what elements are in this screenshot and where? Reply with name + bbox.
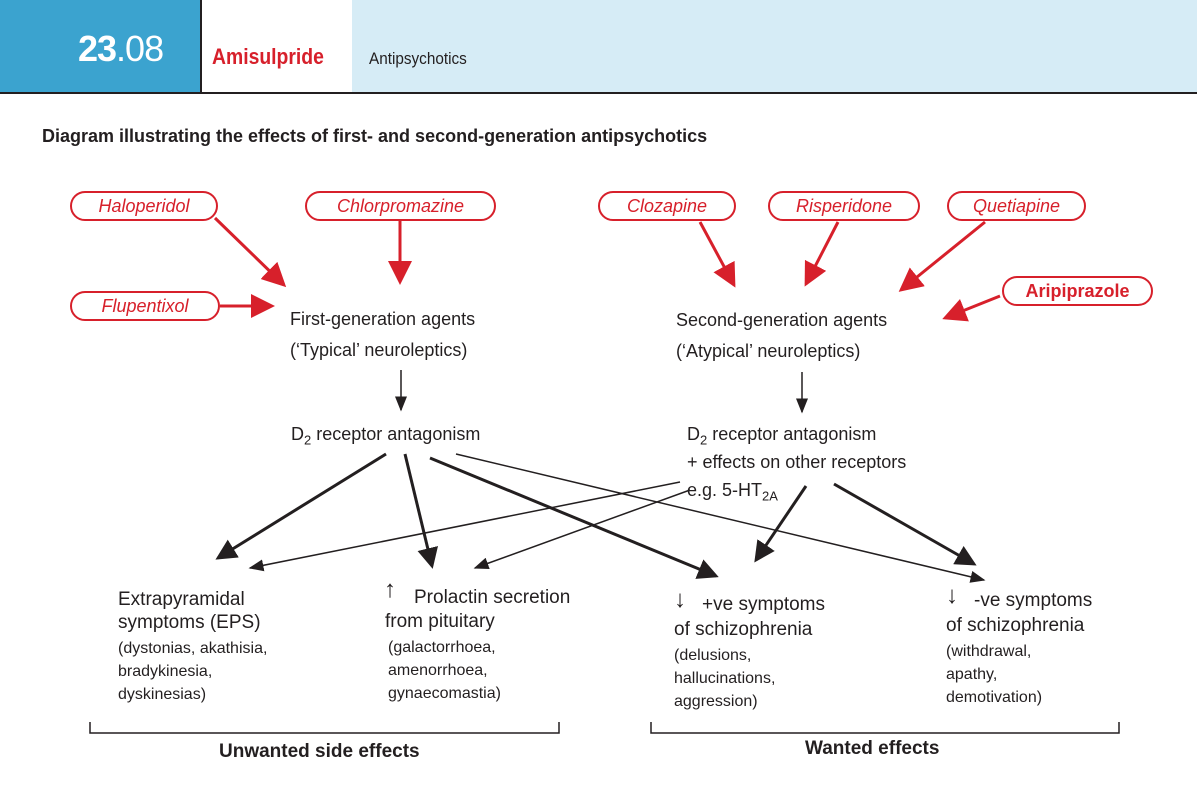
effect-eps-title: Extrapyramidal <box>118 589 245 610</box>
effect-prolactin-title: Prolactin secretion <box>414 587 571 608</box>
first-gen-title: First-generation agents <box>290 309 476 329</box>
down-arrow-icon: ↓ <box>674 586 686 613</box>
arrow-first-gen-to-eps <box>215 452 387 560</box>
effect-prolactin-detail: amenorrhoea, <box>388 662 488 679</box>
page-subtitle-box: Antipsychotics <box>352 0 1197 92</box>
down-arrow-icon: ↓ <box>946 582 958 609</box>
arrow-second-gen-to-prolactin <box>473 489 691 570</box>
up-arrow-icon: ↑ <box>384 576 396 603</box>
effect-eps-subtitle: symptoms (EPS) <box>118 612 261 633</box>
arrow-first-gen-to-prolactin <box>403 453 438 569</box>
arrow-clozapine <box>698 221 736 288</box>
group-label-unwanted: Unwanted side effects <box>219 741 420 762</box>
second-gen-mechanism-line3: e.g. 5-HT2A <box>687 480 778 504</box>
arrow-risperidone <box>804 221 840 287</box>
effect-positive-detail: hallucinations, <box>674 670 776 687</box>
drug-flupentixol: Flupentixol <box>70 291 220 321</box>
second-gen-mechanism-line2: + effects on other receptors <box>687 452 907 472</box>
effect-eps-detail: dyskinesias) <box>118 686 207 703</box>
drug-clozapine: Clozapine <box>598 191 736 221</box>
effect-negative-detail: demotivation) <box>946 689 1043 706</box>
effect-negative-detail: apathy, <box>946 666 998 683</box>
arrow-aripiprazole <box>942 294 1001 322</box>
drug-quetiapine: Quetiapine <box>947 191 1086 221</box>
arrow-second-gen-to-eps <box>248 481 681 572</box>
effect-negative-title: -ve symptoms <box>974 590 1093 611</box>
arrow-second-gen-to-negative <box>833 482 977 566</box>
diagram-title: Diagram illustrating the effects of firs… <box>42 126 708 146</box>
section-number: 23.08 <box>78 28 164 69</box>
bracket-unwanted <box>89 722 560 734</box>
page-header: 23.08 Amisulpride Antipsychotics <box>0 0 1197 94</box>
bracket-wanted <box>650 722 1120 734</box>
arrow-haloperidol <box>213 216 287 288</box>
effect-positive-title: +ve symptoms <box>702 594 826 615</box>
first-gen-mechanism: D2 receptor antagonism <box>291 424 481 448</box>
effect-prolactin-detail: gynaecomastia) <box>388 685 501 702</box>
arrow-first-gen-to-negative <box>455 453 986 583</box>
effect-positive-subtitle: of schizophrenia <box>674 619 813 640</box>
drug-haloperidol: Haloperidol <box>70 191 218 221</box>
section-number-box: 23.08 <box>0 0 200 92</box>
first-gen-subtitle: (‘Typical’ neuroleptics) <box>290 340 468 360</box>
arrow-first-gen-to-positive <box>429 456 719 579</box>
drug-aripiprazole: Aripiprazole <box>1002 276 1153 306</box>
arrow-second-gen-to-positive <box>754 485 808 563</box>
drug-chlorpromazine: Chlorpromazine <box>305 191 496 221</box>
page-title: Amisulpride <box>212 44 324 69</box>
effect-eps-detail: bradykinesia, <box>118 663 213 680</box>
effect-negative-detail: (withdrawal, <box>946 643 1032 660</box>
effect-positive-detail: (delusions, <box>674 647 752 664</box>
second-gen-mechanism: D2 receptor antagonism <box>687 424 877 448</box>
second-gen-subtitle: (‘Atypical’ neuroleptics) <box>676 341 861 361</box>
effect-prolactin-detail: (galactorrhoea, <box>388 639 496 656</box>
effect-positive-detail: aggression) <box>674 693 758 710</box>
drug-risperidone: Risperidone <box>768 191 920 221</box>
group-label-wanted: Wanted effects <box>805 738 940 759</box>
page-subtitle: Antipsychotics <box>369 49 467 68</box>
effect-prolactin-subtitle: from pituitary <box>385 611 495 632</box>
effect-eps-detail: (dystonias, akathisia, <box>118 640 268 657</box>
effect-negative-subtitle: of schizophrenia <box>946 615 1085 636</box>
arrow-quetiapine <box>898 220 986 292</box>
second-gen-title: Second-generation agents <box>676 310 888 330</box>
